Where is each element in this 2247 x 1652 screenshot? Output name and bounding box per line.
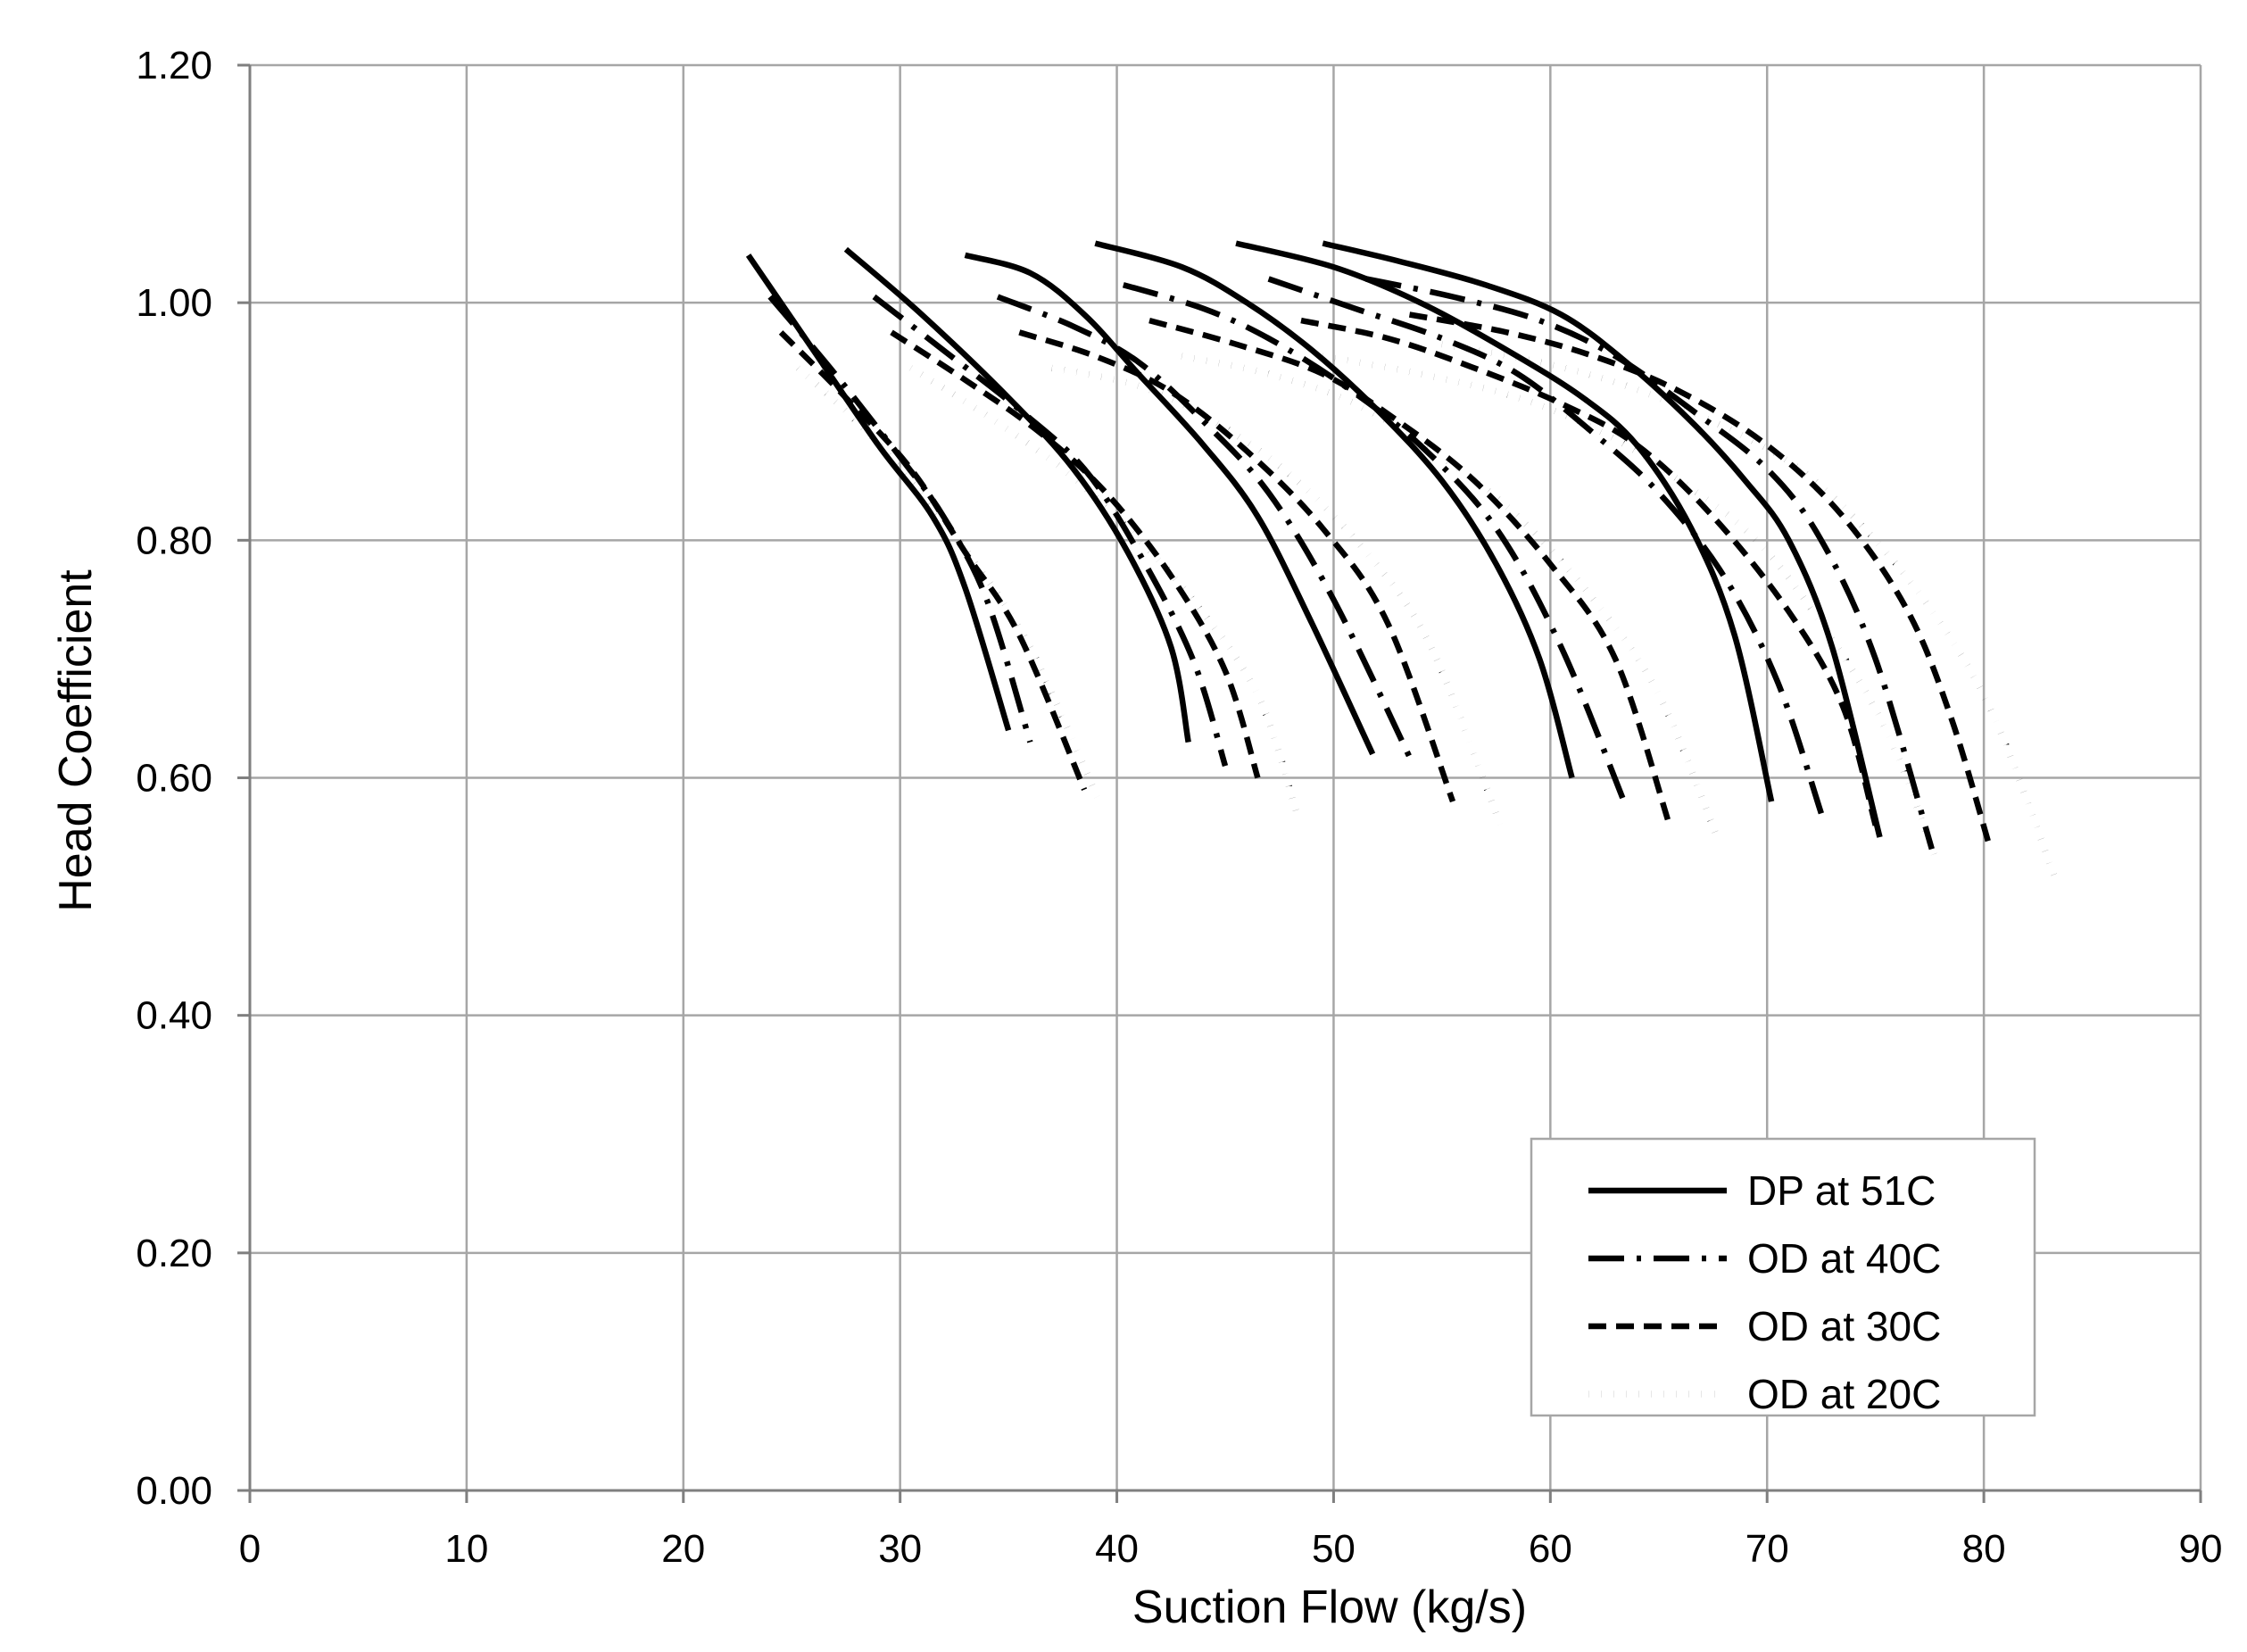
legend: DP at 51C OD at 40C OD at 30C OD at 20C [1530,1137,2036,1417]
x-axis-title: Suction Flow (kg/s) [1132,1581,1527,1633]
grid-lines [250,63,2202,1490]
x-tick-label: 60 [1529,1527,1572,1571]
x-tick-label: 10 [444,1527,488,1571]
axes [237,63,2202,1503]
y-tick-label: 0.60 [136,757,212,801]
series-1-curve-3 [964,252,1376,756]
series-1-curve-5 [1235,240,1775,802]
y-tick-label: 1.20 [136,44,212,87]
y-tick-label: 0.20 [136,1232,212,1275]
x-tick-label: 40 [1095,1527,1139,1571]
plot-area [745,240,2059,880]
x-tick-label: 80 [1962,1527,2006,1571]
x-tick-label: 0 [239,1527,261,1571]
x-tick-label: 50 [1312,1527,1356,1571]
series-2-curve-3 [996,294,1417,768]
x-tick-label: 70 [1745,1527,1789,1571]
legend-label: OD at 40C [1747,1235,1941,1282]
y-tick-label: 1.00 [136,281,212,325]
series-3-curve-4 [1148,317,1672,826]
series-2-curve-6 [1365,276,1935,851]
series-3-curve-3 [1018,329,1456,803]
series-2-curve-2 [872,294,1229,768]
series-1-curve-1 [745,253,1012,732]
legend-label: OD at 20C [1747,1371,1941,1417]
x-tick-label: 20 [661,1527,705,1571]
series-1-curve-6 [1322,240,1883,838]
y-tick-label: 0.80 [136,519,212,562]
series-3-curve-5 [1300,317,1878,826]
series-3-curve-2 [890,329,1261,779]
series-4-curve-3 [1050,364,1506,833]
series-4-curve-6 [1441,341,2059,880]
series-2-curve-4 [1122,282,1627,803]
series-2-curve-5 [1267,276,1824,815]
legend-label: DP at 51C [1747,1167,1936,1214]
y-tick-label: 0.00 [136,1469,212,1513]
y-tick-label: 0.40 [136,994,212,1038]
series-2-curve-1 [767,295,1033,743]
y-axis-title: Head Coefficient [50,569,102,912]
x-tick-label: 30 [878,1527,922,1571]
series-4-curve-4 [1181,353,1723,845]
legend-box [1530,1137,2036,1417]
series-3-curve-6 [1408,311,1994,851]
legend-label: OD at 30C [1747,1303,1941,1349]
series-4-curve-1 [795,365,1106,809]
tick-labels: 0 10 20 30 40 50 60 70 80 90 0.00 0.20 0.40 0.60 0.80 1… [136,44,2222,1571]
series-3-curve-1 [778,330,1088,792]
series-1-curve-2 [843,246,1191,743]
x-tick-label: 90 [2179,1527,2223,1571]
